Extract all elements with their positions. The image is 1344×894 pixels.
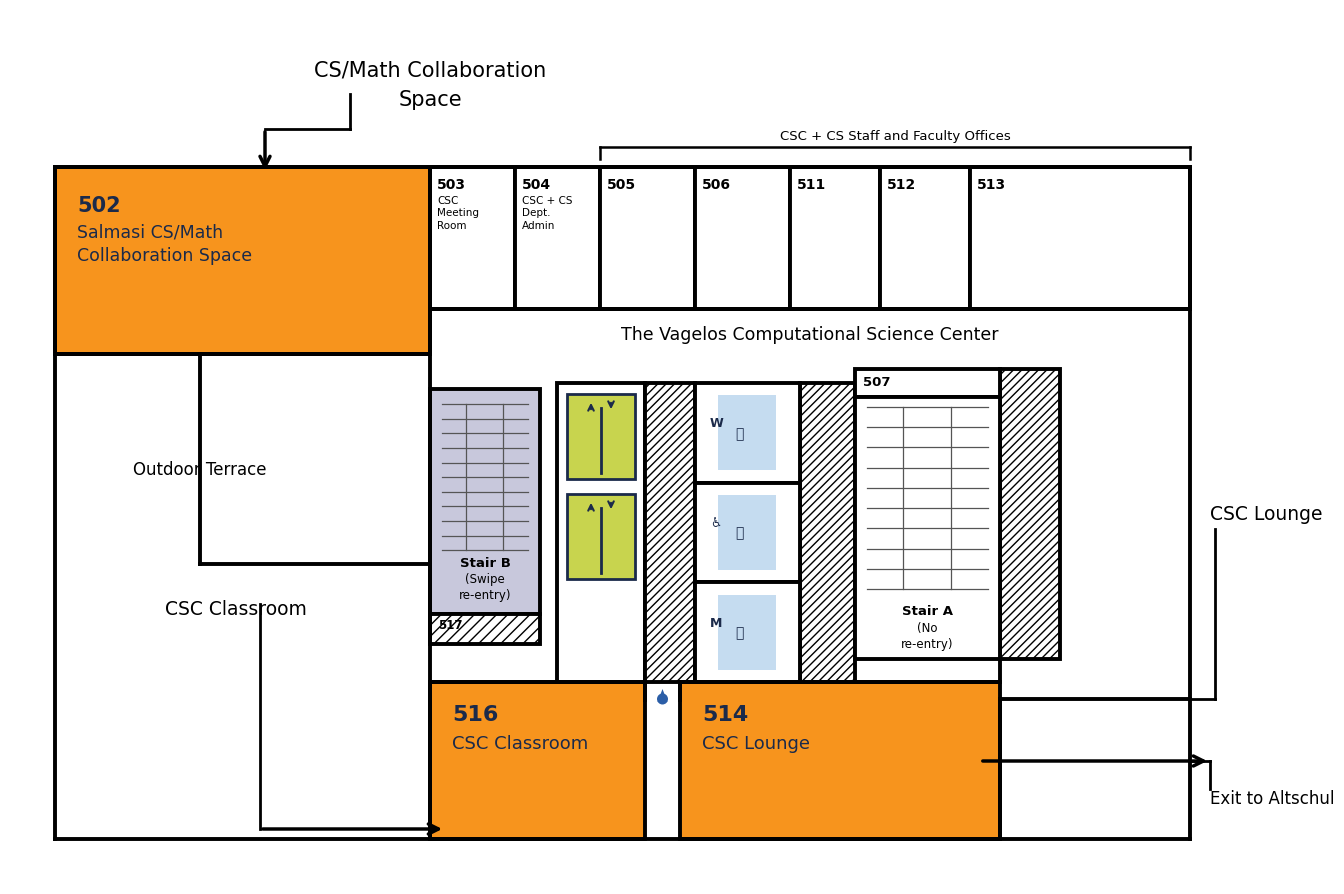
Bar — [695, 384, 800, 483]
Bar — [695, 168, 790, 309]
Bar — [800, 384, 855, 682]
Text: 505: 505 — [607, 178, 636, 192]
Bar — [567, 494, 634, 579]
Text: 511: 511 — [797, 178, 827, 192]
Text: ♿: ♿ — [710, 517, 722, 529]
Bar — [855, 398, 1000, 659]
Text: 🚽: 🚽 — [735, 626, 743, 639]
Text: 🚽: 🚽 — [735, 426, 743, 441]
Text: 517: 517 — [438, 619, 462, 631]
Bar — [970, 168, 1189, 309]
Text: 513: 513 — [977, 178, 1007, 192]
Text: The Vagelos Computational Science Center: The Vagelos Computational Science Center — [621, 325, 999, 343]
Text: Exit to Altschul: Exit to Altschul — [1210, 789, 1335, 807]
Text: (Swipe: (Swipe — [465, 572, 505, 586]
Text: CSC Classroom: CSC Classroom — [452, 734, 589, 752]
Text: Space: Space — [398, 90, 462, 110]
Text: 516: 516 — [452, 704, 499, 724]
Text: Salmasi CS/Math
Collaboration Space: Salmasi CS/Math Collaboration Space — [77, 223, 253, 265]
Text: Stair A: Stair A — [902, 604, 953, 618]
Bar — [430, 614, 540, 645]
Bar — [55, 168, 430, 355]
Text: CSC + CS
Dept.
Admin: CSC + CS Dept. Admin — [521, 196, 573, 231]
Text: 514: 514 — [702, 704, 749, 724]
Text: 504: 504 — [521, 178, 551, 192]
Bar — [645, 384, 695, 682]
Bar — [556, 384, 645, 682]
Text: 507: 507 — [863, 375, 891, 389]
Bar — [599, 168, 695, 309]
Text: Outdoor Terrace: Outdoor Terrace — [133, 460, 266, 478]
Ellipse shape — [657, 694, 668, 704]
Text: CSC Lounge: CSC Lounge — [702, 734, 810, 752]
Bar — [430, 682, 645, 839]
Text: M: M — [710, 616, 722, 629]
Bar — [719, 595, 777, 670]
Text: 502: 502 — [77, 196, 121, 215]
Bar — [695, 483, 800, 583]
Text: re-entry): re-entry) — [458, 588, 511, 602]
Bar — [880, 168, 970, 309]
Bar — [430, 390, 540, 614]
Text: 506: 506 — [702, 178, 731, 192]
Text: (No: (No — [917, 621, 938, 634]
Bar — [695, 583, 800, 682]
Bar — [1000, 369, 1060, 659]
Text: CSC
Meeting
Room: CSC Meeting Room — [437, 196, 478, 231]
Bar — [680, 682, 1000, 839]
Bar — [430, 168, 515, 309]
Text: 512: 512 — [887, 178, 917, 192]
Text: CSC + CS Staff and Faculty Offices: CSC + CS Staff and Faculty Offices — [780, 130, 1011, 143]
Bar — [790, 168, 880, 309]
Text: CS/Math Collaboration: CS/Math Collaboration — [314, 60, 546, 80]
Text: W: W — [710, 417, 724, 430]
Text: re-entry): re-entry) — [902, 637, 954, 650]
Text: CSC Lounge: CSC Lounge — [1210, 504, 1322, 523]
Bar — [515, 168, 599, 309]
Bar — [719, 495, 777, 570]
Text: CSC Classroom: CSC Classroom — [165, 599, 306, 619]
Text: 🚽: 🚽 — [735, 526, 743, 540]
Polygon shape — [657, 689, 668, 702]
Bar — [567, 394, 634, 479]
Text: 503: 503 — [437, 178, 466, 192]
Bar — [719, 396, 777, 470]
Text: Stair B: Stair B — [460, 556, 511, 569]
Bar — [855, 369, 1000, 398]
